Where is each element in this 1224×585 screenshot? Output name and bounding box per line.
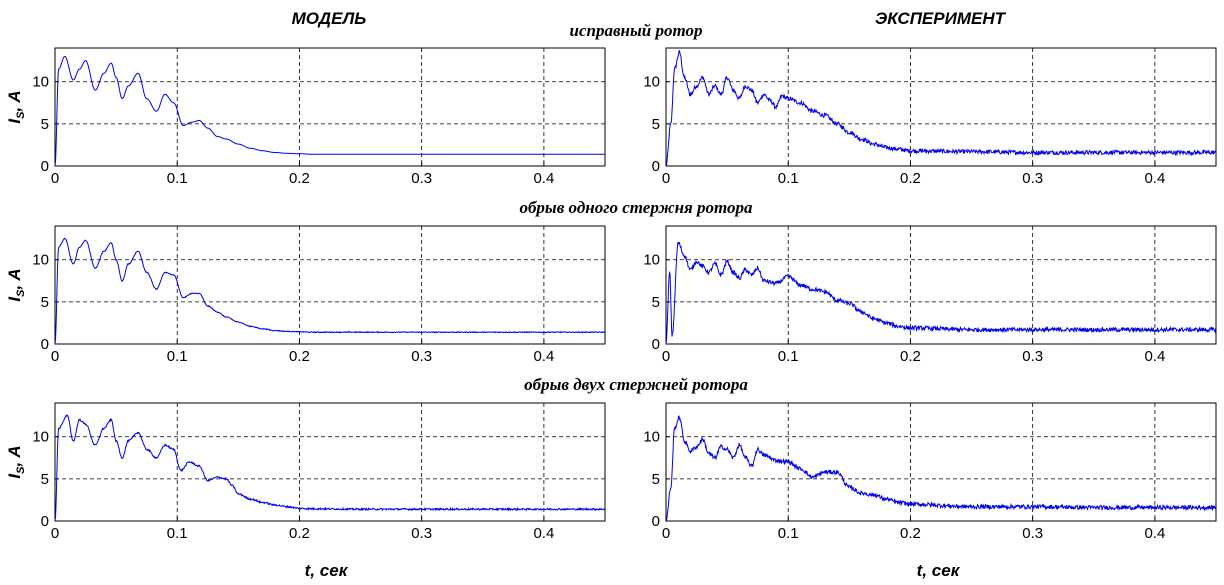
plot-area (54, 47, 606, 167)
y-tick-label: 5 (652, 471, 660, 488)
y-tick-label: 0 (41, 513, 49, 530)
current-trace (665, 50, 1217, 167)
x-tick-label: 0.4 (1144, 525, 1165, 542)
x-tick-label: 0.2 (289, 525, 310, 542)
subplot-5: 0 0.1 0.2 0.3 0.4 0 5 10 (643, 402, 1217, 542)
x-tick-label: 0.3 (1022, 348, 1043, 365)
y-tick-label: 5 (41, 471, 49, 488)
x-tick-label: 0 (51, 170, 59, 187)
y-tick-label: 0 (652, 336, 660, 353)
y-tick-label: 0 (652, 513, 660, 530)
current-trace (665, 415, 1216, 522)
plot-area (54, 402, 606, 522)
x-tick-label: 0 (662, 525, 670, 542)
plot-area (665, 47, 1217, 167)
x-tick-label: 0.4 (533, 348, 554, 365)
x-tick-label: 0.4 (533, 525, 554, 542)
x-tick-label: 0.3 (411, 170, 432, 187)
x-tick-label: 0 (51, 525, 59, 542)
current-trace (665, 241, 1216, 345)
y-tick-label: 0 (41, 158, 49, 175)
x-tick-label: 0.2 (900, 170, 921, 187)
x-tick-label: 0.1 (778, 525, 799, 542)
subplot-1: 0 0.1 0.2 0.3 0.4 0 5 10 (643, 47, 1217, 187)
y-tick-label: 5 (652, 116, 660, 133)
current-trace (54, 56, 605, 167)
y-tick-label: 5 (652, 294, 660, 311)
x-tick-label: 0 (51, 348, 59, 365)
y-tick-label: 0 (652, 158, 660, 175)
subplot-2: 0 0.1 0.2 0.3 0.4 0 5 10 IS, A (5, 225, 606, 365)
row-title-healthy: исправный ротор (570, 21, 703, 40)
x-tick-label: 0 (662, 348, 670, 365)
x-tick-label: 0.1 (167, 348, 188, 365)
x-tick-label: 0.3 (411, 525, 432, 542)
x-tick-label: 0 (662, 170, 670, 187)
row-title-one-bar: обрыв одного стержня ротора (519, 198, 753, 217)
x-tick-label: 0.1 (778, 170, 799, 187)
x-tick-label: 0.2 (289, 348, 310, 365)
col-title-model: МОДЕЛЬ (292, 9, 367, 28)
y-axis-label: IS, A (5, 268, 27, 301)
y-axis-label: IS, A (5, 445, 27, 478)
y-tick-label: 10 (643, 429, 660, 446)
x-tick-label: 0.2 (289, 170, 310, 187)
current-trace (54, 237, 606, 345)
x-tick-label: 0.3 (1022, 170, 1043, 187)
x-axis-label-experiment: t, сек (917, 561, 961, 580)
x-tick-label: 0.3 (411, 348, 432, 365)
y-tick-label: 10 (643, 252, 660, 269)
x-tick-label: 0.4 (533, 170, 554, 187)
y-tick-label: 10 (643, 74, 660, 91)
subplot-0: 0 0.1 0.2 0.3 0.4 0 5 10 IS, A (5, 47, 606, 187)
y-tick-label: 0 (41, 336, 49, 353)
col-title-experiment: ЭКСПЕРИМЕНТ (875, 9, 1007, 28)
row-title-two-bars: обрыв двух стержней ротора (524, 375, 748, 394)
x-tick-label: 0.1 (167, 525, 188, 542)
current-trace (54, 414, 606, 521)
x-tick-label: 0.1 (167, 170, 188, 187)
subplot-3: 0 0.1 0.2 0.3 0.4 0 5 10 (643, 225, 1217, 365)
plot-area (665, 225, 1217, 345)
y-tick-label: 10 (32, 429, 49, 446)
y-axis-label: IS, A (5, 90, 27, 123)
y-tick-label: 10 (32, 74, 49, 91)
y-tick-label: 10 (32, 252, 49, 269)
x-tick-label: 0.2 (900, 348, 921, 365)
x-tick-label: 0.2 (900, 525, 921, 542)
y-tick-label: 5 (41, 116, 49, 133)
x-tick-label: 0.1 (778, 348, 799, 365)
x-tick-label: 0.3 (1022, 525, 1043, 542)
x-tick-label: 0.4 (1144, 348, 1165, 365)
subplot-4: 0 0.1 0.2 0.3 0.4 0 5 10 IS, A (5, 402, 606, 542)
plot-area (54, 225, 606, 345)
plot-area (665, 402, 1217, 522)
x-axis-label-model: t, сек (305, 561, 349, 580)
y-tick-label: 5 (41, 294, 49, 311)
x-tick-label: 0.4 (1144, 170, 1165, 187)
